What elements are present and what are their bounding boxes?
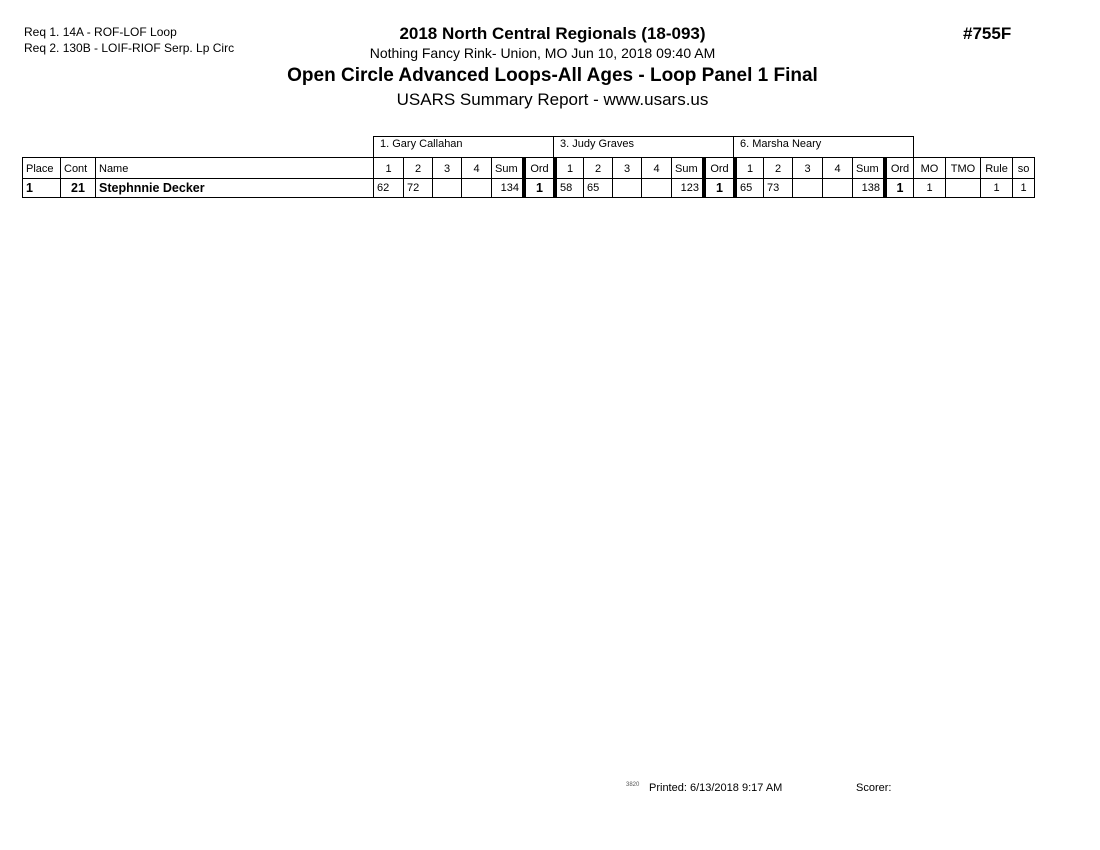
requirement-2: Req 2. 130B - LOIF-RIOF Serp. Lp Circ [24,41,235,55]
column-header: 2 [763,157,793,179]
judge-header: 6. Marsha Neary [733,136,914,158]
table-cell: 1 [522,178,554,198]
footer-code: 3820 [626,782,640,788]
column-header: Place [22,157,61,179]
column-header: 1 [553,157,584,179]
column-header: 1 [373,157,404,179]
table-cell: 1 [883,178,914,198]
requirement-1: Req 1. 14A - ROF-LOF Loop [24,25,177,39]
table-cell [792,178,823,198]
table-cell: 73 [763,178,793,198]
column-header: TMO [945,157,981,179]
table-cell [641,178,672,198]
column-header: Ord [883,157,914,179]
table-cell: 1 [702,178,734,198]
table-cell: 65 [733,178,764,198]
table-cell [461,178,492,198]
column-header: Sum [852,157,884,179]
judge-header: 1. Gary Callahan [373,136,554,158]
column-header: 3 [432,157,462,179]
table-cell [822,178,853,198]
column-header: Ord [522,157,554,179]
column-header: 4 [641,157,672,179]
page-title: 2018 North Central Regionals (18-093) [399,24,706,43]
column-header: 3 [612,157,642,179]
column-header: 4 [822,157,853,179]
table-cell: Stephnnie Decker [95,178,374,198]
column-header: MO [913,157,946,179]
column-header: 2 [583,157,613,179]
printed-date: Printed: 6/13/2018 9:17 AM [649,782,783,794]
scorer-label: Scorer: [856,782,892,794]
table-cell: 58 [553,178,584,198]
table-cell [432,178,462,198]
column-header: 2 [403,157,433,179]
table-cell [612,178,642,198]
event-name: Open Circle Advanced Loops-All Ages - Lo… [287,65,818,86]
column-header: 4 [461,157,492,179]
column-header: Ord [702,157,734,179]
table-cell: 65 [583,178,613,198]
table-cell: 1 [980,178,1013,198]
column-header: 1 [733,157,764,179]
table-cell: 1 [22,178,61,198]
column-header: Sum [491,157,523,179]
table-cell: 62 [373,178,404,198]
event-code: #755F [963,24,1012,43]
table-cell: 1 [1012,178,1035,198]
column-header: Name [95,157,374,179]
table-cell: 123 [671,178,703,198]
table-cell: 138 [852,178,884,198]
column-header: Sum [671,157,703,179]
table-cell [945,178,981,198]
table-cell: 21 [60,178,96,198]
venue-date: Nothing Fancy Rink- Union, MO Jun 10, 20… [369,45,716,61]
judge-header: 3. Judy Graves [553,136,734,158]
table-cell: 134 [491,178,523,198]
report-name: USARS Summary Report - www.usars.us [396,90,709,109]
table-cell: 72 [403,178,433,198]
column-header: so [1012,157,1035,179]
column-header: Cont [60,157,96,179]
column-header: 3 [792,157,823,179]
column-header: Rule [980,157,1013,179]
table-cell: 1 [913,178,946,198]
